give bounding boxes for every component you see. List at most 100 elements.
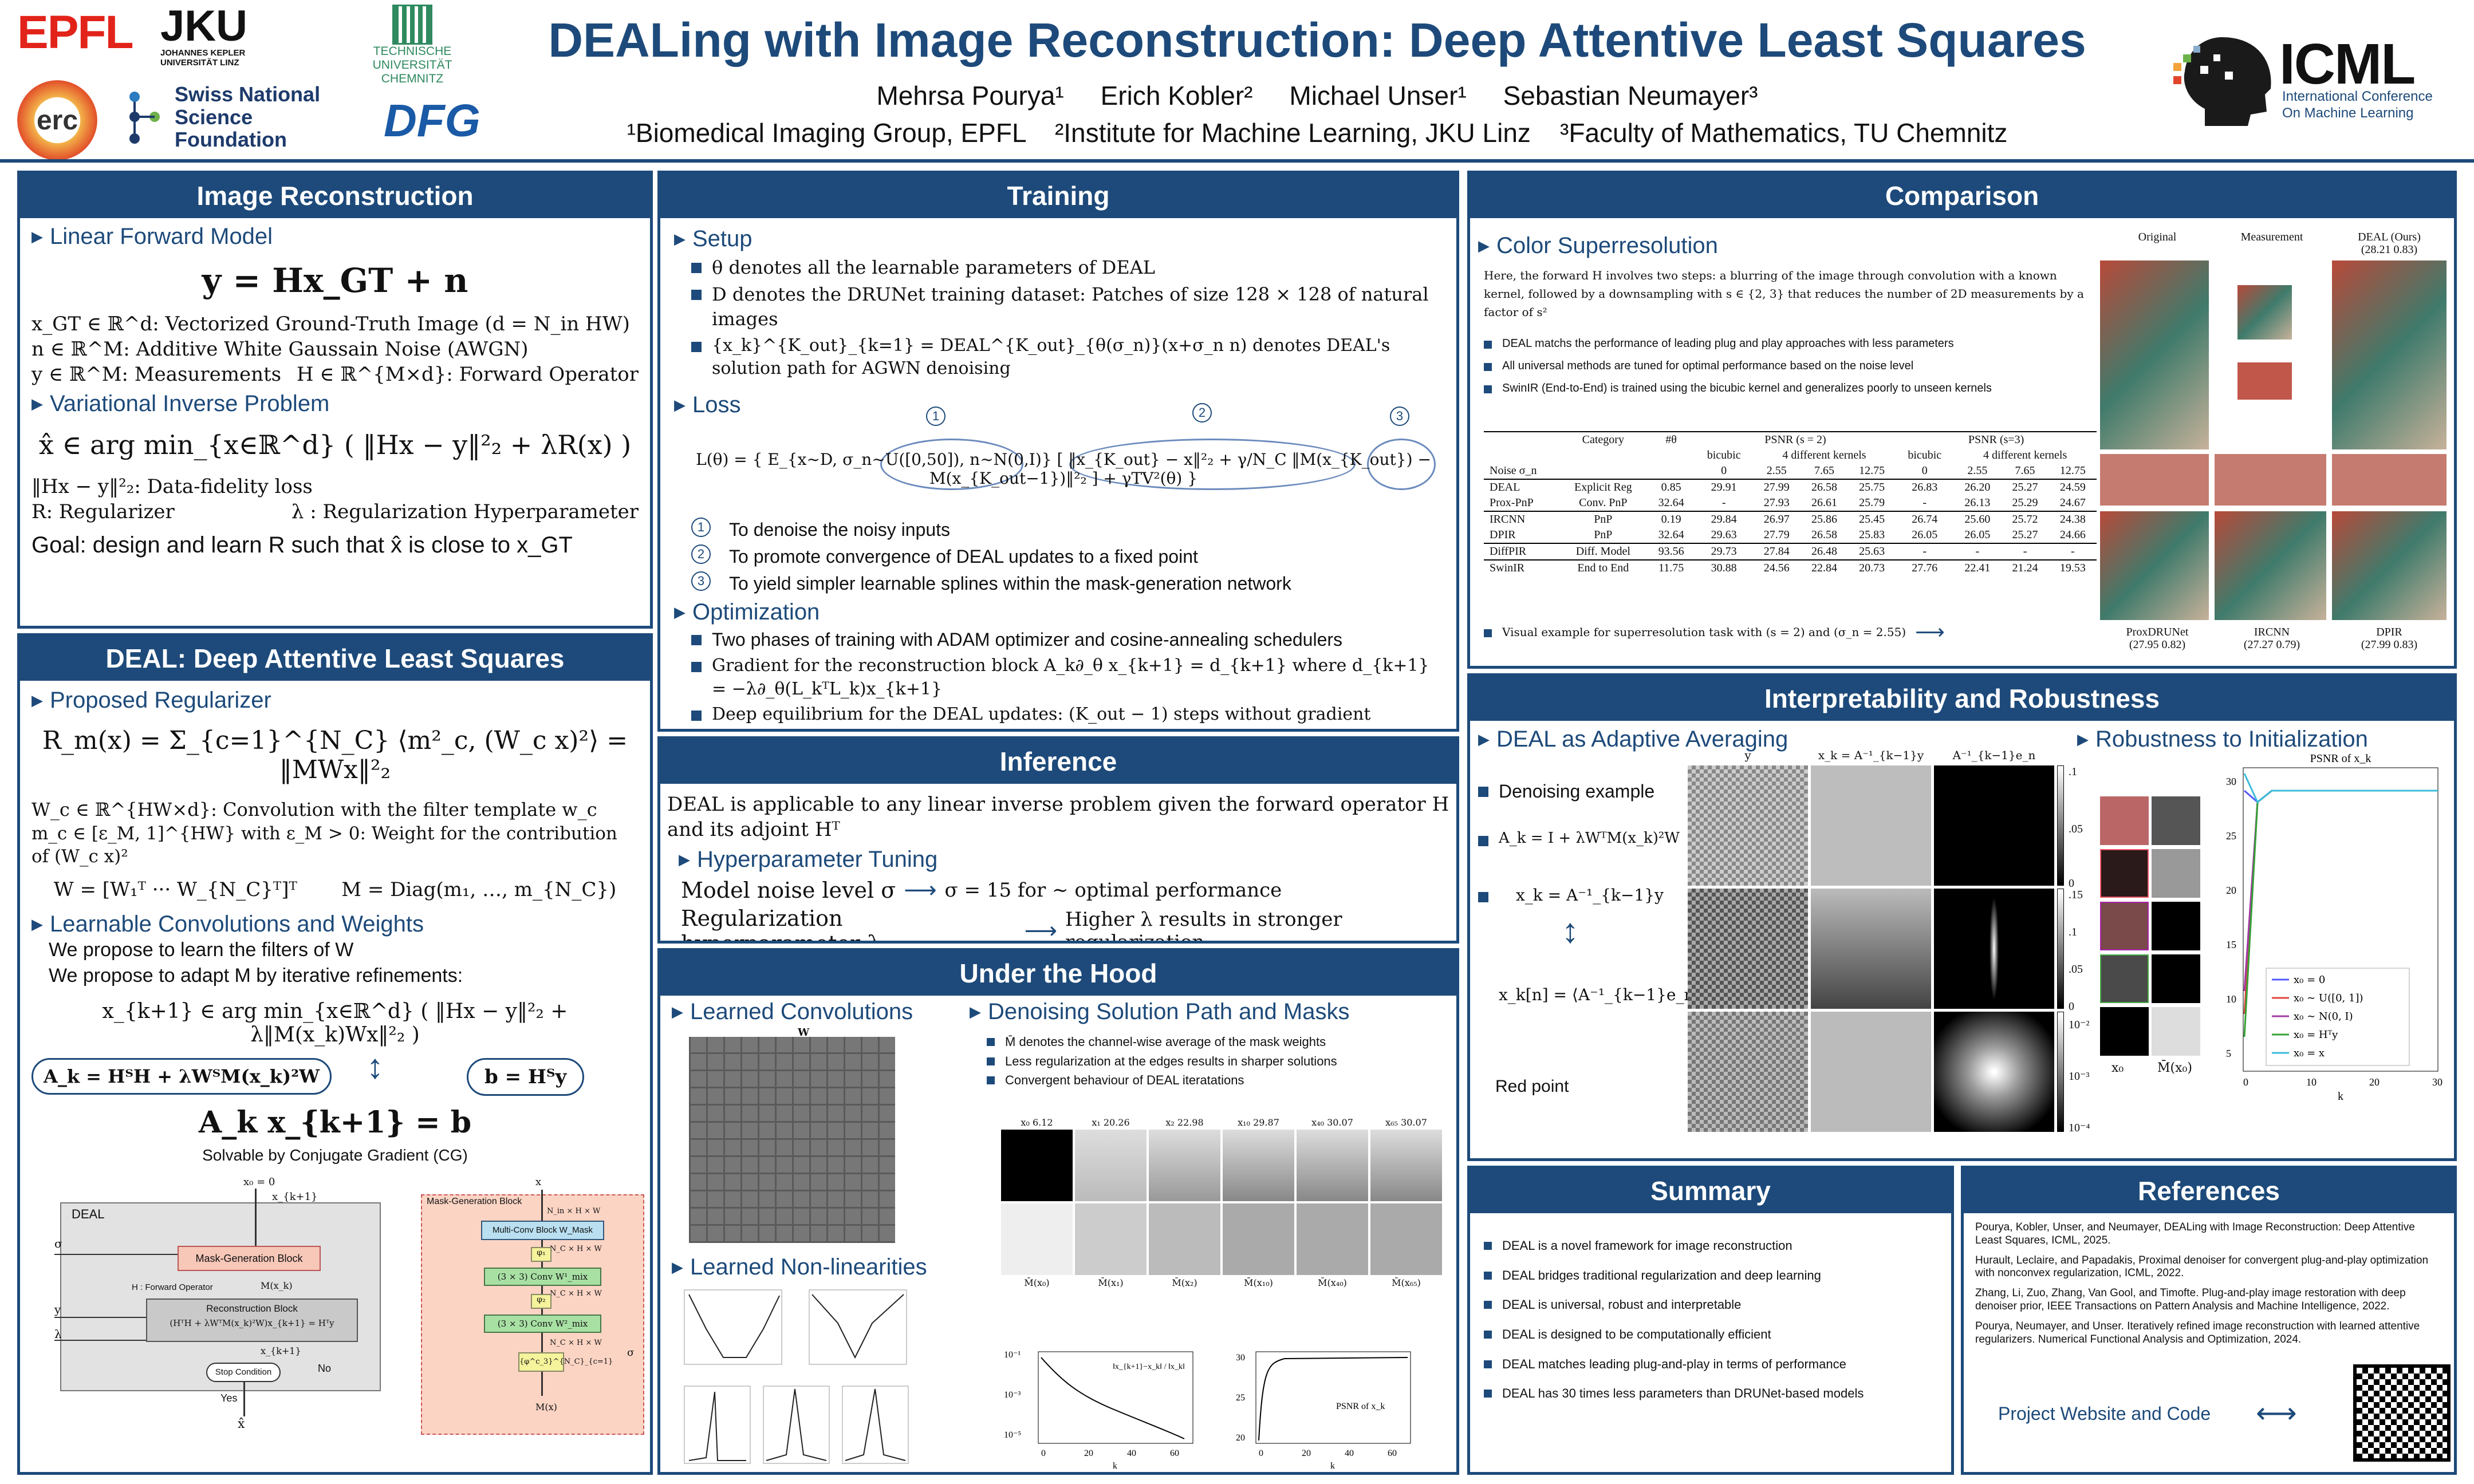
- stop-condition-block: Stop Condition: [206, 1362, 281, 1382]
- subheading-adaptive-averaging: ▶ DEAL as Adaptive Averaging: [1478, 727, 1788, 752]
- reference-item: Zhang, Li, Zuo, Zhang, Van Gool, and Tim…: [1975, 1287, 2406, 1312]
- colorbar-2: [2057, 889, 2064, 1009]
- table-row: DPIR PnP 32.64 29.63 27.79 26.58 25.83 26.05 26.…: [1490, 528, 2086, 541]
- affiliation-line: ¹Biomedical Imaging Group, EPFL ²Institu…: [627, 118, 2008, 148]
- path-item: M̄ denotes the channel-wise average of t…: [987, 1033, 1445, 1051]
- summary-item: DEAL matches leading plug-and-play in te…: [1484, 1356, 1937, 1373]
- y-tick: 30: [1236, 1353, 1245, 1363]
- y-tick: 5: [2226, 1048, 2231, 1059]
- reg-param-row: Regularization hyperparameter λ ⟶ Higher…: [681, 906, 1342, 944]
- x-axis-label: k: [2338, 1090, 2343, 1103]
- denoising-example-label: Denoising example: [1478, 779, 1654, 804]
- loss-ellipse-1: [880, 438, 1023, 490]
- section-title: Under the Hood: [660, 951, 1456, 996]
- table-row: Prox-PnP Conv. PnP 32.64-27.93 26.61 25.79-2…: [1490, 496, 2086, 509]
- triangle-bullet-icon: ▶: [31, 692, 43, 709]
- project-link[interactable]: Project Website and Code: [1998, 1403, 2211, 1424]
- section-deal: DEAL: Deep Attentive Least Squares ▶ Prop…: [17, 633, 653, 1475]
- setup-item: θ denotes all the learnable parameters o…: [691, 255, 1443, 280]
- triangle-bullet-icon: ▶: [674, 396, 686, 413]
- triangle-bullet-icon: ▶: [1478, 237, 1490, 254]
- opt-item: Gradient for the reconstruction block A_…: [691, 654, 1443, 701]
- subheading-learned-convolutions: ▶ Learned Convolutions: [672, 999, 913, 1024]
- loss-equation: L(θ) = { E_{x∼D, σ_n∼U([0,50]), n∼N(0,I)…: [696, 449, 1431, 488]
- x-tick: 40: [1345, 1449, 1354, 1458]
- erc-logo: erc: [17, 80, 97, 160]
- x-tick: 0: [1041, 1449, 1046, 1458]
- legend-label: x₀ ∼ U([0, 1]): [2294, 992, 2363, 1004]
- mask-label: M̄(x₆₅): [1392, 1277, 1421, 1288]
- triangle-bullet-icon: ▶: [970, 1003, 981, 1020]
- x-tick: 10: [2306, 1076, 2317, 1088]
- def-n: n ∈ ℝ^M: Additive White Gaussain Noise (…: [31, 338, 529, 361]
- icml-logo: ICML International Conference On Machine…: [2170, 31, 2457, 129]
- plot2-label: PSNR of x_k: [1336, 1402, 1385, 1411]
- cg-note: Solvable by Conjugate Gradient (CG): [202, 1146, 468, 1164]
- dfg-logo: DFG: [384, 95, 480, 146]
- path-label: x₂ 22.98: [1165, 1117, 1204, 1128]
- section-summary: Summary DEAL is a novel framework for im…: [1467, 1166, 1954, 1475]
- x-tick: 60: [1170, 1449, 1179, 1458]
- mask-label: M̄(x₂): [1172, 1277, 1197, 1288]
- reference-item: Pourya, Neumayer, and Unser. Iteratively…: [1975, 1320, 2420, 1345]
- loss-ellipse-3: [1367, 438, 1436, 490]
- plot1-frame: [1038, 1351, 1193, 1444]
- deal-architecture-diagram: DEAL x₀ = 0 x_{k+1} σ Mask-Generation Bl…: [31, 1174, 644, 1443]
- icml-head-icon: [2173, 37, 2271, 126]
- x-tick: 0: [1259, 1449, 1263, 1458]
- x-tick: 0: [2243, 1076, 2248, 1088]
- path-label: x₀ 6.12: [1021, 1117, 1053, 1128]
- measurement-image: [2237, 285, 2292, 340]
- triangle-bullet-icon: ▶: [674, 230, 686, 247]
- mask-generation-block: Mask-Generation Block: [178, 1245, 321, 1271]
- chart-frame: [2243, 767, 2438, 1072]
- loss-reason: 1 To denoise the noisy inputs: [691, 517, 1443, 542]
- table-row: SwinIR End to End 11.75 30.88 24.56 22.84 20.7…: [1484, 560, 2097, 576]
- nonlinearity-plots: [684, 1289, 909, 1464]
- path-image: [1075, 1130, 1147, 1201]
- y-tick: 20: [2226, 885, 2236, 896]
- subheading-setup: ▶ Setup: [674, 226, 753, 251]
- arrow-up-down-icon: ↕: [1562, 911, 1579, 950]
- averaging-grid: y x_k = A⁻¹_{k−1}y A⁻¹_{k−1}e_n .1 .05 0…: [1688, 748, 2100, 1158]
- red-point-label: Red point: [1495, 1077, 1569, 1096]
- summary-item: DEAL is a novel framework for image reco…: [1484, 1237, 1937, 1254]
- poster-title: DEALing with Image Reconstruction: Deep …: [548, 13, 2086, 67]
- path-item: Less regularization at the edges results…: [987, 1053, 1445, 1070]
- path-image: [1223, 1130, 1294, 1201]
- def-xgt: x_GT ∈ ℝ^d: Vectorized Ground-Truth Imag…: [31, 313, 630, 336]
- path-image: [1370, 1130, 1442, 1201]
- triangle-bullet-icon: ▶: [1478, 731, 1490, 748]
- arrow-left-right-icon: ⟷: [2256, 1397, 2297, 1429]
- psnr-robustness-chart: PSNR of x_k 30 25 20 15 10 5 0 10 20 30 k x₀ = 0 x₀ ∼…: [2226, 752, 2443, 1103]
- comparison-item: DEAL matchs the performance of leading p…: [1484, 336, 2091, 352]
- noise-level-row: Model noise level σ ⟶ σ = 15 for ∼ optim…: [681, 878, 1282, 903]
- path-item: Convergent behaviour of DEAL iteratation…: [987, 1072, 1445, 1089]
- section-comparison: Comparison ▶ Color Superresolution Here, …: [1467, 171, 2457, 669]
- reconstruction-block: Reconstruction Block (HᵀH + λWᵀM(x_k)²W)…: [146, 1298, 358, 1342]
- loss-ellipse-2: [1069, 438, 1356, 490]
- legend-label: x₀ ∼ N(0, I): [2294, 1011, 2353, 1023]
- mask-label: M̄(x₁): [1098, 1277, 1124, 1288]
- y-tick: 10⁻⁵: [1004, 1430, 1021, 1440]
- linear-system-equation: A_k x_{k+1} = b: [198, 1104, 472, 1140]
- mask-label: M̄(x₄₀): [1318, 1277, 1347, 1288]
- table-row: DEAL Explicit Reg 0.85 29.91 27.99 26.58 25.75…: [1484, 479, 2097, 495]
- table-header: #θ: [1665, 433, 1677, 446]
- section-title: Interpretability and Robustness: [1470, 676, 2454, 721]
- plot1-label: ‖x_{k+1}−x_k‖ / ‖x_k‖: [1113, 1363, 1185, 1371]
- legend-label: x₀ = x: [2294, 1047, 2325, 1059]
- mask-label: M̄(x₀): [1024, 1277, 1050, 1288]
- summary-item: DEAL has 30 times less parameters than D…: [1484, 1385, 1937, 1402]
- y-tick: 20: [1236, 1433, 1245, 1443]
- subheading-variational: ▶ Variational Inverse Problem: [31, 390, 330, 416]
- author-line: Mehrsa Pourya¹ Erich Kobler² Michael Uns…: [876, 81, 1758, 110]
- lambda-def: λ : Regularization Hyperparameter: [291, 500, 639, 523]
- plot2-line: [1258, 1357, 1408, 1441]
- mask-image: [1223, 1203, 1294, 1275]
- qr-code[interactable]: [2353, 1364, 2451, 1462]
- mc-def: m_c ∈ [ε_M, 1]^{HW} with ε_M > 0: Weight…: [31, 823, 617, 867]
- subheading-robustness: ▶ Robustness to Initialization: [2077, 727, 2368, 752]
- triangle-bullet-icon: ▶: [672, 1258, 683, 1276]
- y-tick: 15: [2226, 939, 2236, 950]
